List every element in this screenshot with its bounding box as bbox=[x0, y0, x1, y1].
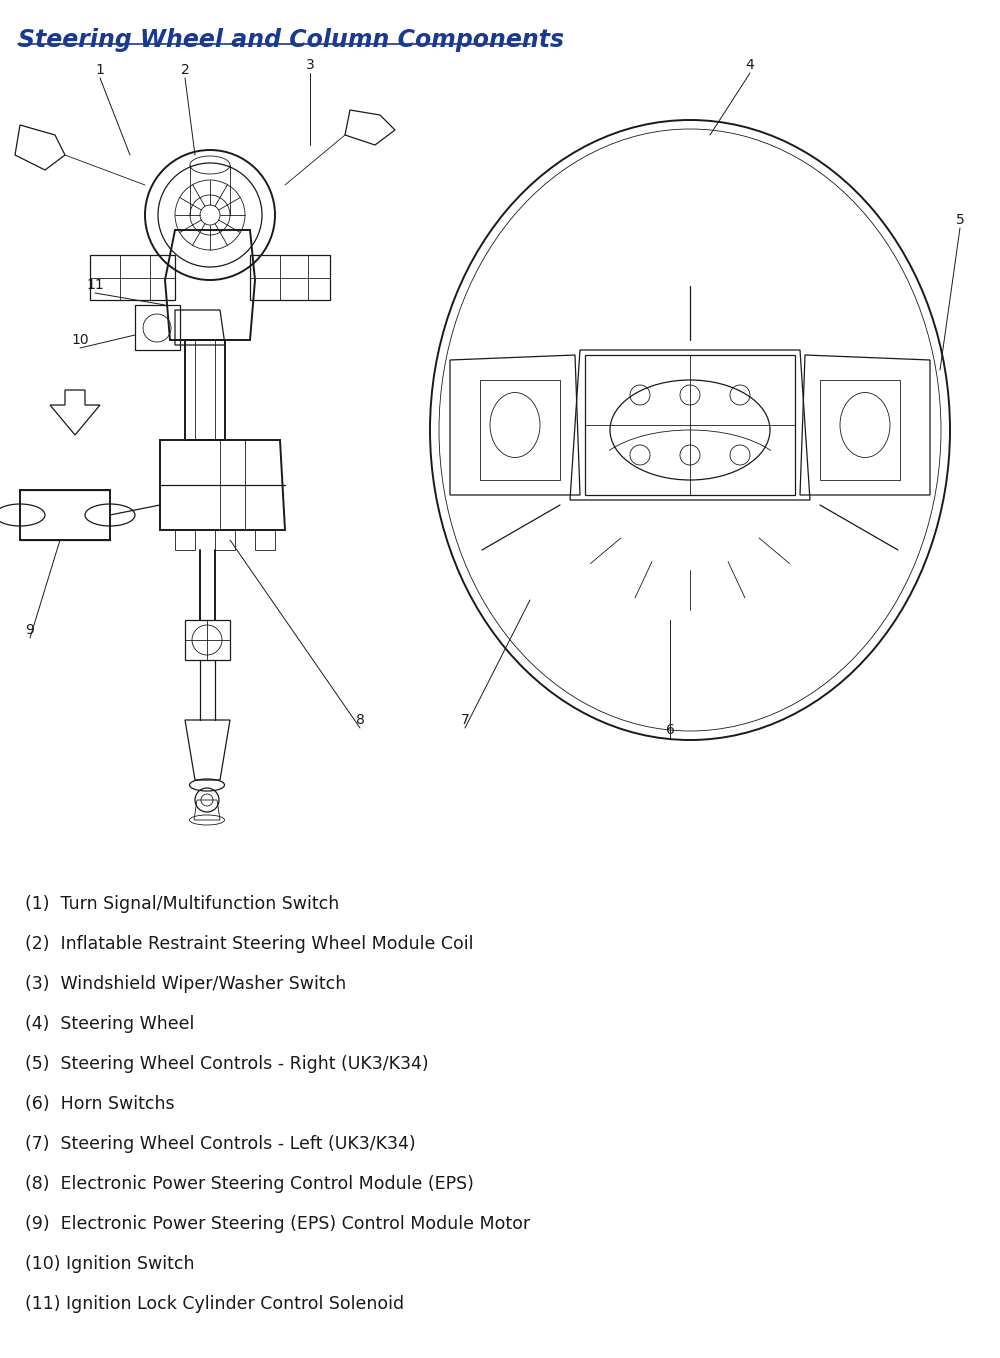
Text: (1)  Turn Signal/Multifunction Switch: (1) Turn Signal/Multifunction Switch bbox=[25, 895, 339, 913]
Text: 11: 11 bbox=[86, 278, 104, 292]
Text: 3: 3 bbox=[306, 58, 314, 72]
Text: 5: 5 bbox=[956, 213, 964, 227]
Text: 8: 8 bbox=[356, 713, 364, 727]
Text: 2: 2 bbox=[181, 62, 189, 77]
Text: (3)  Windshield Wiper/Washer Switch: (3) Windshield Wiper/Washer Switch bbox=[25, 975, 346, 993]
Text: (8)  Electronic Power Steering Control Module (EPS): (8) Electronic Power Steering Control Mo… bbox=[25, 1175, 474, 1192]
Text: Steering Wheel and Column Components: Steering Wheel and Column Components bbox=[18, 29, 564, 52]
Text: 7: 7 bbox=[461, 713, 469, 727]
Text: 10: 10 bbox=[71, 333, 89, 348]
Text: 4: 4 bbox=[746, 58, 754, 72]
Text: (7)  Steering Wheel Controls - Left (UK3/K34): (7) Steering Wheel Controls - Left (UK3/… bbox=[25, 1135, 416, 1153]
Text: (4)  Steering Wheel: (4) Steering Wheel bbox=[25, 1014, 194, 1033]
Text: (9)  Electronic Power Steering (EPS) Control Module Motor: (9) Electronic Power Steering (EPS) Cont… bbox=[25, 1215, 530, 1233]
Text: 6: 6 bbox=[666, 722, 674, 737]
Text: 9: 9 bbox=[26, 623, 34, 637]
Text: (10) Ignition Switch: (10) Ignition Switch bbox=[25, 1255, 194, 1272]
Text: (6)  Horn Switchs: (6) Horn Switchs bbox=[25, 1095, 175, 1114]
Text: (11) Ignition Lock Cylinder Control Solenoid: (11) Ignition Lock Cylinder Control Sole… bbox=[25, 1296, 404, 1313]
Text: (5)  Steering Wheel Controls - Right (UK3/K34): (5) Steering Wheel Controls - Right (UK3… bbox=[25, 1055, 429, 1073]
Text: 1: 1 bbox=[96, 62, 104, 77]
Text: (2)  Inflatable Restraint Steering Wheel Module Coil: (2) Inflatable Restraint Steering Wheel … bbox=[25, 936, 474, 953]
